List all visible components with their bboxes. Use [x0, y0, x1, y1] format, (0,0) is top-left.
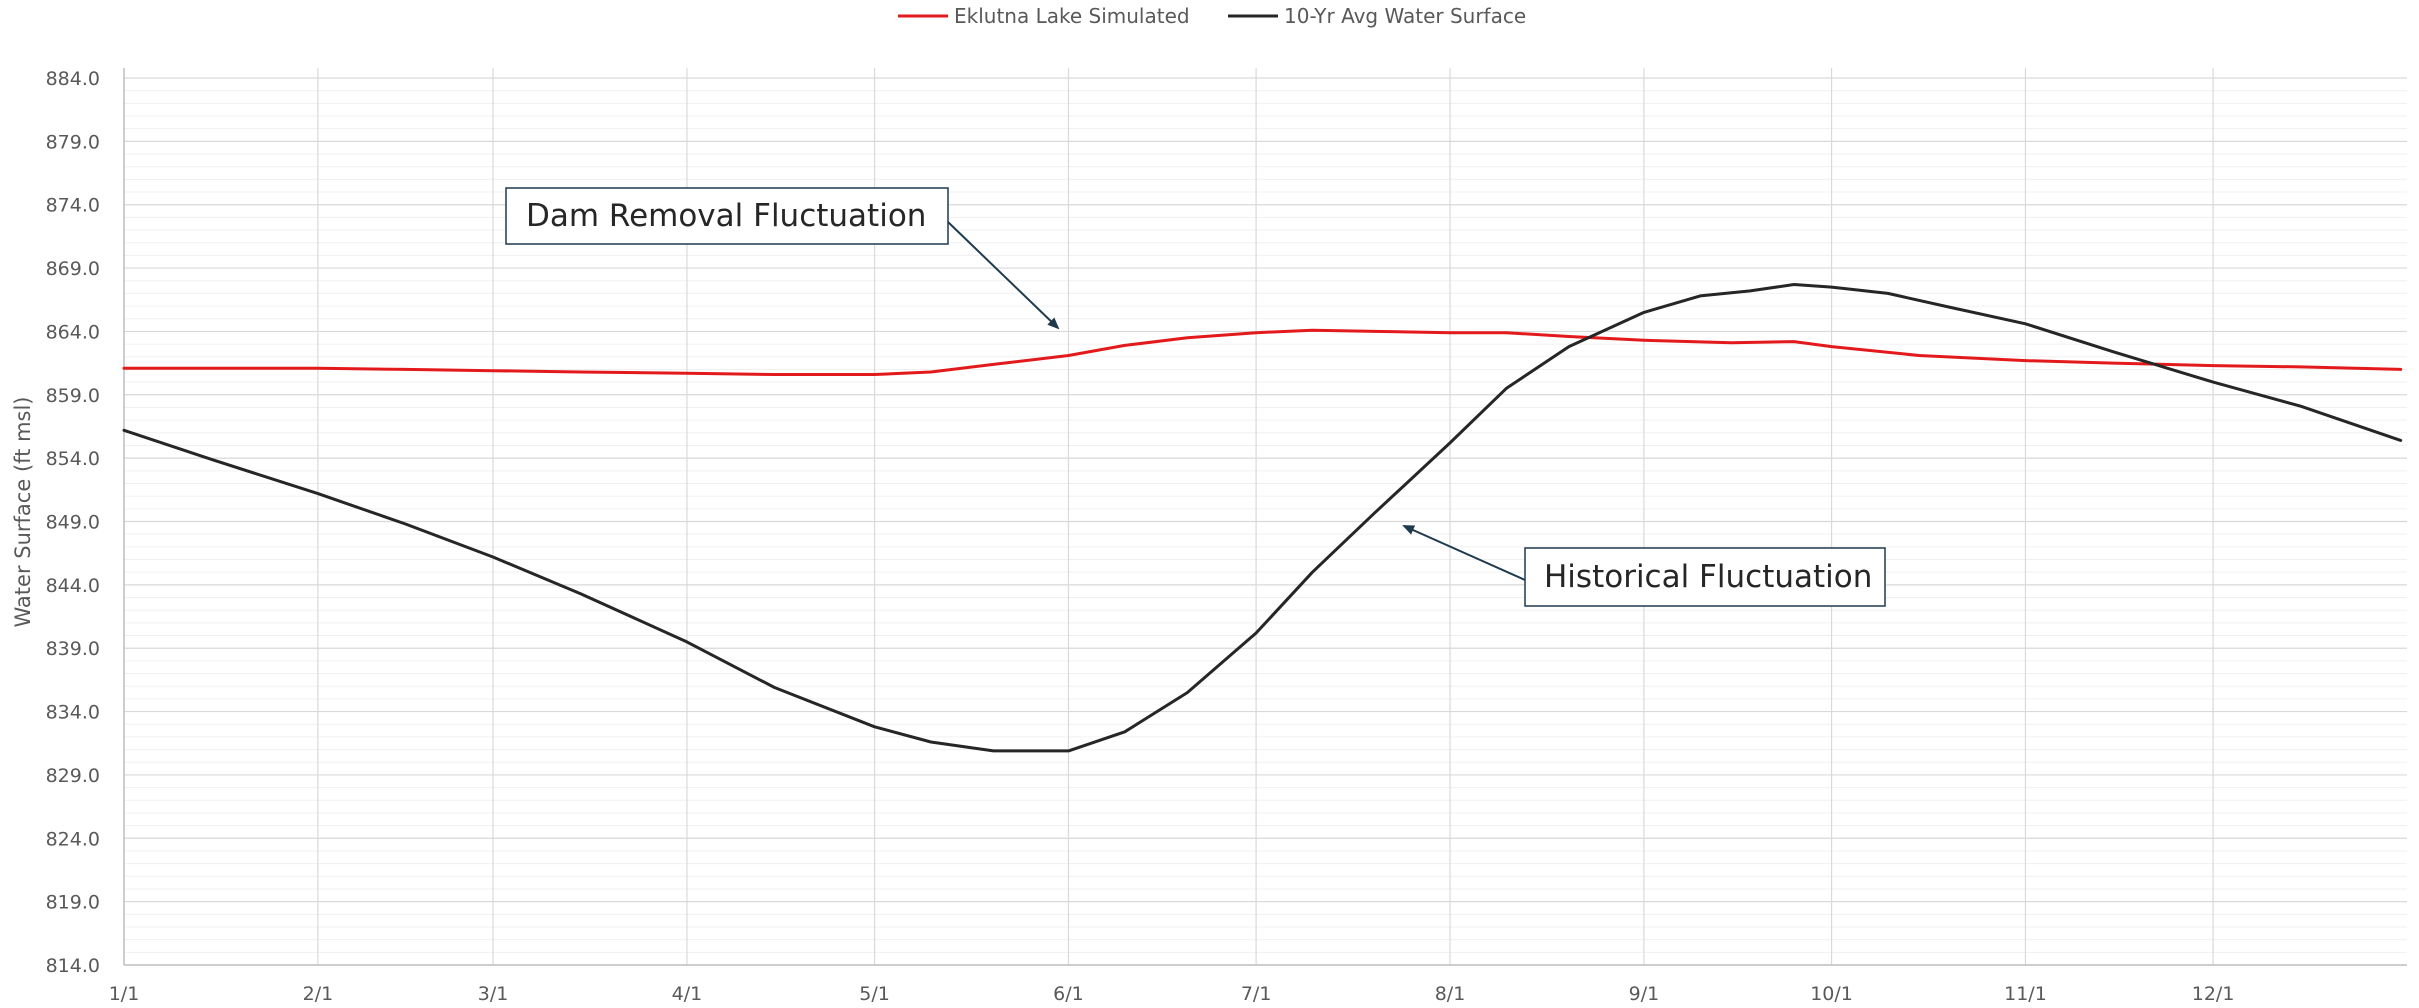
legend-label-historical: 10-Yr Avg Water Surface	[1284, 4, 1526, 28]
y-tick-label: 854.0	[46, 448, 100, 470]
gridlines	[123, 68, 2407, 966]
x-tick-label: 12/1	[2192, 983, 2235, 1005]
y-tick-label: 814.0	[46, 955, 100, 977]
annotation-arrow-dam-removal	[947, 221, 1060, 330]
series-line-simulated	[122, 328, 2403, 376]
y-tick-label: 849.0	[46, 512, 100, 534]
y-tick-label: 884.0	[46, 68, 100, 90]
legend: Eklutna Lake Simulated 10-Yr Avg Water S…	[898, 4, 1526, 28]
y-tick-label: 874.0	[46, 195, 100, 217]
legend-label-simulated: Eklutna Lake Simulated	[954, 4, 1190, 28]
x-tick-label: 4/1	[672, 983, 703, 1005]
x-tick-label: 5/1	[859, 983, 890, 1005]
annotation-arrow-historical	[1402, 525, 1526, 581]
y-axis-title: Water Surface (ft msl)	[11, 397, 35, 628]
y-tick-label: 839.0	[46, 638, 100, 660]
y-tick-label: 834.0	[46, 702, 100, 724]
annotation-box-historical	[1524, 547, 1886, 607]
y-tick-label: 844.0	[46, 575, 100, 597]
y-tick-label: 829.0	[46, 765, 100, 787]
y-tick-label: 819.0	[46, 892, 100, 914]
y-tick-label: 879.0	[46, 131, 100, 153]
x-tick-label: 11/1	[2004, 983, 2047, 1005]
annotations: Dam Removal Fluctuation Historical Fluct…	[505, 187, 1886, 607]
x-tick-label: 1/1	[109, 983, 140, 1005]
series-line-historical	[122, 283, 2403, 753]
annotation-label-dam-removal: Dam Removal Fluctuation	[526, 198, 926, 234]
annotation-box-dam-removal	[505, 187, 949, 245]
y-tick-label: 859.0	[46, 385, 100, 407]
y-tick-label: 864.0	[46, 321, 100, 343]
series-lines	[122, 283, 2403, 753]
x-tick-label: 2/1	[303, 983, 334, 1005]
y-tick-label: 869.0	[46, 258, 100, 280]
y-tick-label: 824.0	[46, 828, 100, 850]
x-tick-label: 3/1	[478, 983, 509, 1005]
x-tick-label: 6/1	[1053, 983, 1084, 1005]
x-tick-label: 9/1	[1629, 983, 1660, 1005]
annotation-label-historical: Historical Fluctuation	[1544, 559, 1872, 595]
axes: 814.0 819.0 824.0 829.0 834.0 839.0 844.0 849.0…	[46, 68, 2407, 1005]
x-tick-label: 8/1	[1435, 983, 1466, 1005]
x-tick-label: 7/1	[1241, 983, 1272, 1005]
x-tick-label: 10/1	[1810, 983, 1853, 1005]
